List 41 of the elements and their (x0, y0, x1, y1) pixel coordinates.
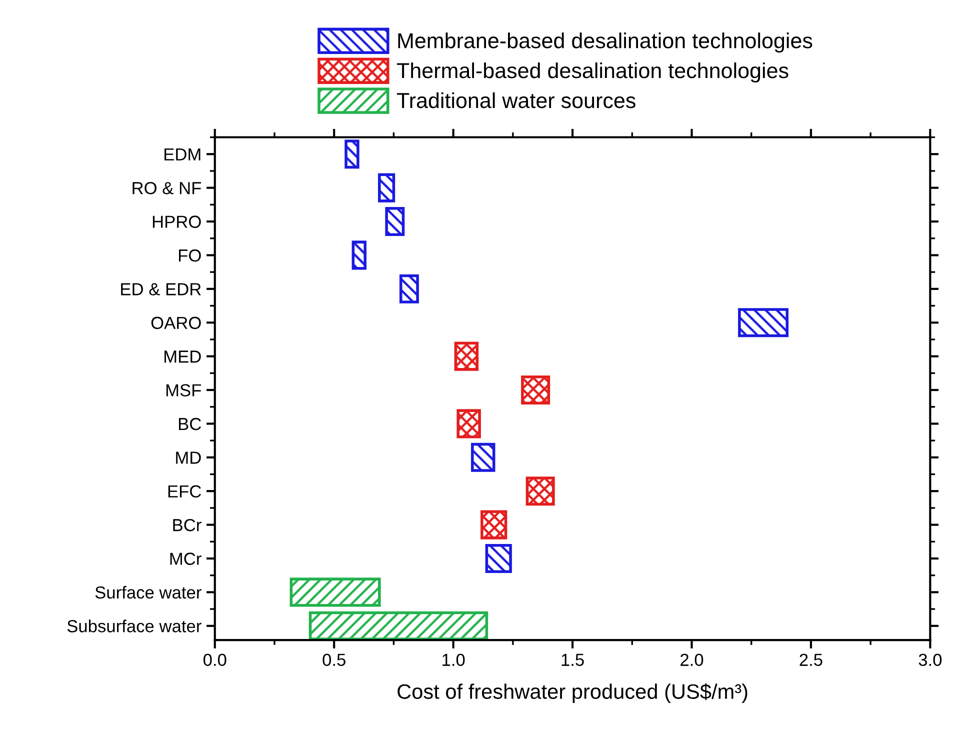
y-tick-label: Subsurface water (67, 620, 202, 632)
y-tick-label: MCr (170, 552, 202, 565)
bar (454, 342, 479, 371)
x-tick-label: 1.0 (442, 654, 465, 666)
y-tick-label: EFC (168, 485, 202, 498)
y-tick-label: MD (176, 452, 201, 464)
x-tick-label: 0.5 (322, 654, 346, 666)
y-tick-label: RO & NF (132, 182, 201, 194)
y-tick-label: HPRO (152, 216, 201, 228)
bar (378, 173, 396, 202)
bar (526, 476, 555, 506)
legend-label: Membrane-based desalination technologies (398, 32, 812, 53)
y-tick-label: FO (178, 249, 201, 262)
x-tick-label: 1.5 (562, 654, 584, 666)
bar (352, 240, 366, 270)
bar (485, 544, 512, 574)
y-tick-label: BCr (173, 518, 202, 532)
y-tick-label: MED (164, 350, 201, 363)
bar (308, 611, 488, 640)
bar (738, 308, 788, 338)
bar (456, 409, 481, 438)
y-tick-label: BC (178, 418, 202, 430)
y-tick-label: OARO (151, 316, 201, 330)
y-tick-label: MSF (166, 384, 201, 396)
x-tick-label: 3.0 (918, 654, 942, 666)
x-tick-label: 0.0 (203, 654, 226, 666)
bar (344, 140, 360, 169)
bar (480, 510, 508, 540)
bar (521, 375, 550, 405)
x-tick-label: 2.5 (800, 654, 822, 666)
bar (470, 442, 496, 472)
bar (385, 206, 405, 236)
legend-label: Traditional water sources (396, 92, 636, 108)
bar (399, 274, 419, 304)
bar (290, 578, 381, 607)
y-tick-label: ED & EDR (121, 283, 201, 296)
y-tick-label: EDM (164, 148, 200, 160)
x-axis-title: Cost of freshwater produced (US$/m³) (398, 683, 748, 704)
y-tick-label: Surface water (95, 586, 202, 599)
x-tick-label: 2.0 (680, 654, 704, 666)
legend-label: Thermal-based desalination technologies (396, 62, 788, 83)
